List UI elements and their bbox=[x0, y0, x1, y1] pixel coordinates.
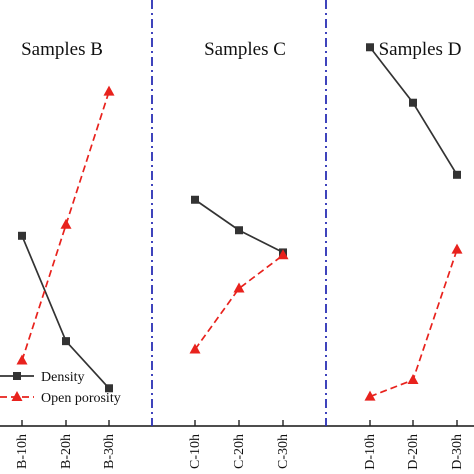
density-point-D-10h bbox=[366, 43, 374, 52]
open-porosity-point-B-20h bbox=[60, 218, 72, 229]
density-point-C-10h bbox=[191, 195, 199, 204]
open-porosity-point-D-20h bbox=[407, 373, 419, 384]
density-line-B bbox=[21, 235, 110, 389]
panel-separators bbox=[151, 0, 327, 426]
density-point-C-20h bbox=[235, 226, 243, 235]
legend-marker-density bbox=[13, 372, 21, 380]
density-point-B-10h bbox=[18, 231, 26, 240]
density-line-D bbox=[369, 46, 458, 176]
legend: Density Open porosity bbox=[0, 370, 121, 406]
x-ticks: B-10h B-20h B-30h C-10h C-20h C-30h D-10h D-20h… bbox=[15, 420, 465, 470]
series-layer bbox=[16, 43, 463, 401]
tick-label-B-10h: B-10h bbox=[15, 434, 30, 469]
tick-label-C-20h: C-20h bbox=[232, 434, 247, 469]
plot-border bbox=[0, 425, 474, 427]
open-porosity-point-B-30h bbox=[103, 85, 115, 96]
panel-titles: Samples B Samples C Samples D bbox=[21, 39, 461, 60]
tick-label-D-30h: D-30h bbox=[450, 434, 465, 470]
density-line-C bbox=[194, 199, 284, 254]
open-porosity-point-C-20h bbox=[233, 282, 245, 293]
legend-label-open-porosity: Open porosity bbox=[41, 391, 121, 406]
tick-label-D-20h: D-20h bbox=[406, 434, 421, 470]
panel-title-2: Samples C bbox=[204, 39, 286, 60]
tick-label-B-20h: B-20h bbox=[59, 434, 74, 469]
open-porosity-line-C bbox=[194, 254, 284, 350]
legend-marker-open-porosity bbox=[11, 391, 23, 401]
legend-label-density: Density bbox=[41, 370, 85, 385]
open-porosity-point-C-30h bbox=[277, 249, 289, 260]
panel-title-3: Samples D bbox=[379, 39, 462, 60]
open-porosity-point-D-10h bbox=[364, 390, 376, 401]
open-porosity-point-B-10h bbox=[16, 354, 28, 365]
open-porosity-line-D bbox=[369, 249, 458, 398]
plot-frame bbox=[0, 425, 474, 427]
tick-label-C-30h: C-30h bbox=[276, 434, 291, 469]
open-porosity-point-D-30h bbox=[451, 243, 463, 254]
open-porosity-point-C-10h bbox=[189, 343, 201, 354]
density-point-D-30h bbox=[453, 170, 461, 179]
panel-title-1: Samples B bbox=[21, 39, 103, 60]
density-point-D-20h bbox=[409, 98, 417, 107]
tick-label-D-10h: D-10h bbox=[363, 434, 378, 470]
open-porosity-line-B bbox=[21, 91, 110, 361]
tick-label-C-10h: C-10h bbox=[188, 434, 203, 469]
density-point-B-30h bbox=[105, 384, 113, 393]
density-point-B-20h bbox=[62, 337, 70, 346]
tick-label-B-30h: B-30h bbox=[102, 434, 117, 469]
